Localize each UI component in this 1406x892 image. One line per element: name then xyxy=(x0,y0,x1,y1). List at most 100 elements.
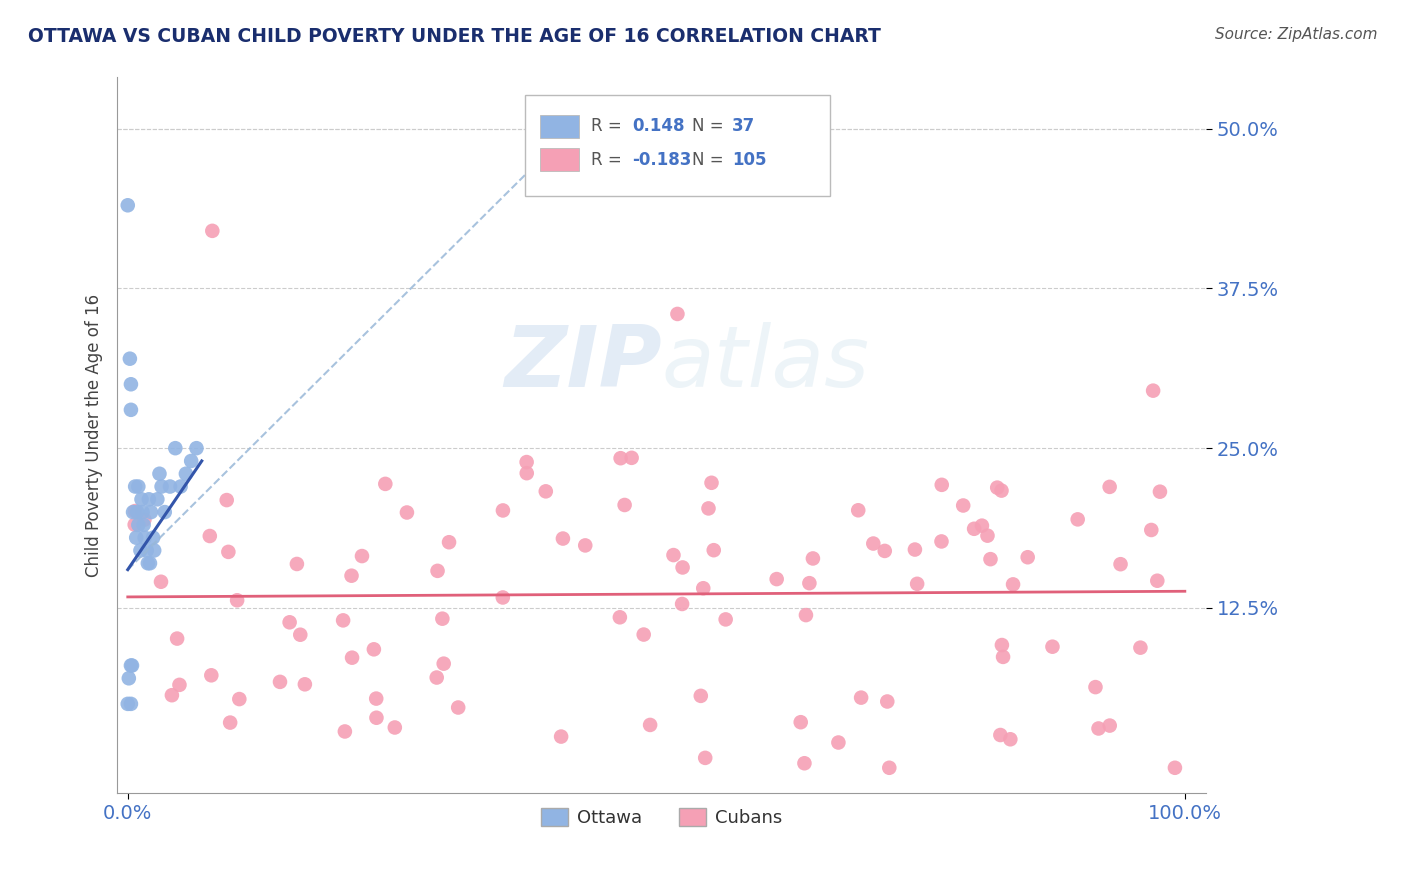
Point xyxy=(492,503,515,517)
Point xyxy=(447,700,470,714)
Point xyxy=(849,690,872,705)
Point xyxy=(1109,557,1132,571)
Point xyxy=(120,377,142,392)
Point xyxy=(131,492,153,507)
Point xyxy=(117,198,139,212)
Point xyxy=(799,576,821,591)
FancyBboxPatch shape xyxy=(526,95,831,195)
Point xyxy=(1146,574,1168,588)
Point xyxy=(991,638,1014,652)
Point xyxy=(437,535,460,549)
Point xyxy=(215,493,238,508)
Point xyxy=(952,499,974,513)
Point xyxy=(426,671,449,685)
Point xyxy=(160,688,183,702)
Point xyxy=(620,450,643,465)
Point xyxy=(228,692,250,706)
Point xyxy=(609,610,631,624)
Point xyxy=(217,545,239,559)
Point xyxy=(516,455,538,469)
Point xyxy=(159,479,181,493)
Point xyxy=(285,557,308,571)
Point xyxy=(574,538,596,552)
Point xyxy=(986,481,1008,495)
Point xyxy=(633,627,655,641)
Point xyxy=(120,697,142,711)
Point xyxy=(290,628,312,642)
Point xyxy=(904,542,927,557)
Point xyxy=(671,597,693,611)
Point xyxy=(124,517,146,532)
Point xyxy=(879,761,901,775)
Point xyxy=(905,577,928,591)
Point xyxy=(125,531,148,545)
Point xyxy=(789,715,811,730)
Point xyxy=(148,467,170,481)
Point xyxy=(384,721,406,735)
Text: 37: 37 xyxy=(733,117,755,135)
Point xyxy=(340,650,363,665)
Point xyxy=(1000,732,1022,747)
Point xyxy=(666,307,689,321)
Point xyxy=(689,689,711,703)
Point xyxy=(970,518,993,533)
Point xyxy=(979,552,1001,566)
Point xyxy=(142,531,165,545)
Text: ZIP: ZIP xyxy=(503,322,662,405)
Point xyxy=(127,505,149,519)
Point xyxy=(139,556,162,570)
Point xyxy=(129,543,152,558)
Point xyxy=(931,534,953,549)
Point xyxy=(121,658,143,673)
Point xyxy=(1149,484,1171,499)
Point xyxy=(169,479,191,493)
Text: Source: ZipAtlas.com: Source: ZipAtlas.com xyxy=(1215,27,1378,42)
Point xyxy=(363,642,385,657)
Point xyxy=(118,351,141,366)
Point xyxy=(703,543,725,558)
Point xyxy=(186,441,208,455)
Point xyxy=(963,522,986,536)
Point xyxy=(765,572,787,586)
Point xyxy=(124,504,146,518)
Point xyxy=(127,517,149,532)
Text: -0.183: -0.183 xyxy=(633,151,692,169)
Point xyxy=(136,556,159,570)
Point xyxy=(153,505,176,519)
Point xyxy=(1084,680,1107,694)
Point xyxy=(990,483,1012,498)
Point xyxy=(613,498,636,512)
Point xyxy=(198,529,221,543)
Point xyxy=(278,615,301,630)
Point xyxy=(873,544,896,558)
Point xyxy=(135,543,157,558)
Point xyxy=(876,694,898,708)
Point xyxy=(1042,640,1064,654)
Point xyxy=(516,466,538,480)
Point xyxy=(976,529,998,543)
Point xyxy=(433,657,456,671)
Point xyxy=(1087,722,1109,736)
Point xyxy=(333,724,356,739)
Point xyxy=(1142,384,1164,398)
Y-axis label: Child Poverty Under the Age of 16: Child Poverty Under the Age of 16 xyxy=(86,293,103,577)
Point xyxy=(201,224,224,238)
Point xyxy=(374,476,396,491)
Point xyxy=(117,697,139,711)
Point xyxy=(1129,640,1152,655)
Point xyxy=(269,674,291,689)
Point xyxy=(138,492,160,507)
Point xyxy=(124,479,146,493)
Point xyxy=(671,560,693,574)
Point xyxy=(332,613,354,627)
Point xyxy=(794,608,817,623)
Point xyxy=(1017,550,1039,565)
Point xyxy=(219,715,242,730)
Point xyxy=(132,517,155,532)
Point xyxy=(550,730,572,744)
Point xyxy=(793,756,815,771)
Point xyxy=(426,564,449,578)
Point xyxy=(1002,577,1025,591)
FancyBboxPatch shape xyxy=(540,148,579,171)
Point xyxy=(350,549,373,563)
